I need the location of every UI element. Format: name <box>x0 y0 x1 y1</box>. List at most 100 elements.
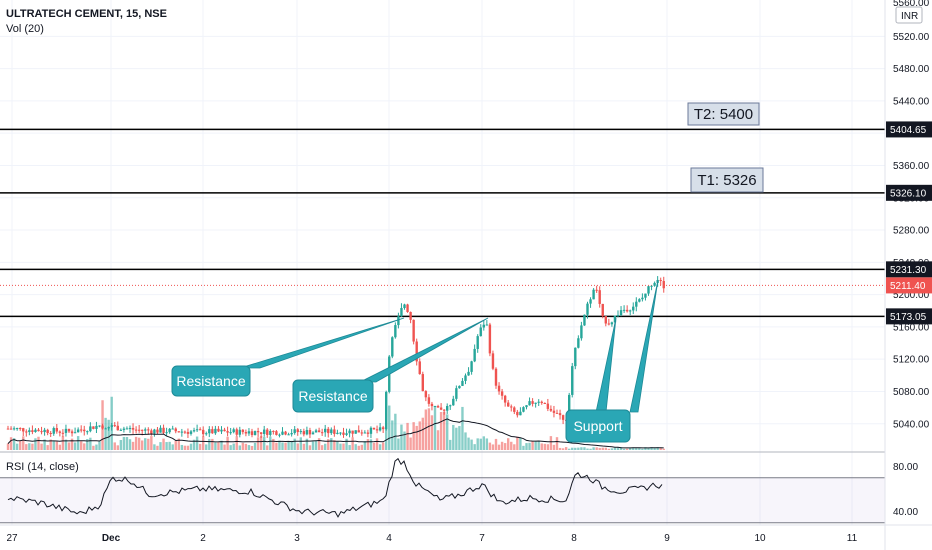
candle-body <box>192 430 196 432</box>
candle-body <box>519 411 522 416</box>
candle-body <box>507 402 510 407</box>
volume-bar <box>205 444 208 450</box>
volume-bar <box>31 443 34 450</box>
candle-body <box>357 430 360 433</box>
candle-body <box>354 430 357 434</box>
volume-bar <box>561 448 565 450</box>
volume-bar <box>491 444 495 450</box>
volume-bar <box>528 442 531 450</box>
volume-bar <box>455 427 458 450</box>
candle-body <box>467 371 470 376</box>
volume-bar <box>119 439 123 450</box>
volume-bar <box>381 442 385 450</box>
candle-body <box>525 405 528 408</box>
rsi-band <box>0 477 885 523</box>
candle-body <box>607 323 611 325</box>
volume-bar <box>339 443 342 450</box>
volume-bar <box>458 426 461 450</box>
volume-bar <box>86 439 89 450</box>
horizontal-levels <box>0 128 885 318</box>
callout-box <box>171 365 251 397</box>
volume-bar <box>128 439 132 450</box>
volume-bar <box>49 439 52 450</box>
volume-bar <box>290 440 293 450</box>
candle-body <box>95 425 98 429</box>
candle-body <box>369 427 373 434</box>
target-labels: T2: 5400 T1: 5326 <box>687 102 764 193</box>
candle-body <box>134 429 138 431</box>
volume-bar <box>55 441 58 450</box>
candle-body <box>217 428 220 432</box>
candle-body <box>461 380 464 386</box>
volume-bar <box>229 445 232 450</box>
candle-body <box>363 432 367 434</box>
candle-body <box>433 406 437 408</box>
volume-bar <box>564 447 568 450</box>
volume-bar <box>592 447 595 450</box>
volume-bar <box>52 441 55 450</box>
volume-bar <box>171 444 174 450</box>
candle-body <box>293 429 296 434</box>
candle-body <box>290 433 293 435</box>
price-tick-label: 5160.00 <box>893 322 930 333</box>
volume-bar <box>613 447 617 450</box>
volume-bar <box>168 441 171 450</box>
price-tick-label: 5200.00 <box>893 290 930 301</box>
candle-body <box>342 432 345 435</box>
volume-bar <box>397 438 400 450</box>
candle-body <box>531 401 534 404</box>
callout-box <box>565 409 631 443</box>
time-tick-label: 7 <box>479 533 485 544</box>
volume-bar <box>552 444 556 450</box>
candle-body <box>604 316 607 324</box>
volume-bar <box>76 436 80 450</box>
candle-body <box>64 428 68 433</box>
volume-bar <box>586 448 589 450</box>
volume-indicator-label[interactable]: Vol (20) <box>6 23 44 35</box>
volume-bar <box>256 437 260 450</box>
candle-body <box>339 432 342 434</box>
volume-bar <box>165 442 168 450</box>
volume-bar <box>311 441 315 450</box>
volume-bar <box>302 443 306 450</box>
candle-body <box>269 430 272 435</box>
callout-label: Support <box>573 418 622 434</box>
volume-bar <box>571 447 574 450</box>
volume-bar <box>369 439 373 450</box>
volume-bar <box>342 443 345 450</box>
volume-moving-average-line <box>7 418 664 449</box>
candle-body <box>644 293 647 298</box>
time-tick-label: 9 <box>664 533 670 544</box>
time-tick-label: Dec <box>102 533 121 544</box>
price-tick-label: 5040.00 <box>893 419 930 430</box>
candle-body <box>381 427 385 430</box>
volume-bar <box>442 411 446 450</box>
volume-bar <box>284 442 287 450</box>
candle-body <box>266 429 269 435</box>
volume-bar <box>278 440 281 450</box>
candle-body <box>366 432 370 434</box>
candle-body <box>165 432 168 434</box>
candle-body <box>522 407 525 412</box>
volume-bar <box>507 438 510 450</box>
candle-body <box>299 431 302 433</box>
volume-bar <box>625 448 629 450</box>
price-tick-label: 5560.00 <box>893 0 930 9</box>
rsi-indicator-label[interactable]: RSI (14, close) <box>6 461 79 473</box>
volume-bar <box>479 438 482 450</box>
volume-bar <box>418 421 421 450</box>
candle-body <box>610 322 614 325</box>
candle-body <box>198 429 202 431</box>
candle-body <box>577 338 580 348</box>
volume-bar <box>153 444 156 450</box>
volume-bar <box>394 413 397 450</box>
candle-body <box>632 306 635 311</box>
volume-bar <box>436 430 440 450</box>
volume-bar <box>632 447 635 450</box>
volume-bar <box>619 447 623 450</box>
candle-body <box>494 368 498 386</box>
candle-body <box>241 429 245 433</box>
volume-bar <box>622 448 626 450</box>
volume-bar <box>43 439 46 450</box>
